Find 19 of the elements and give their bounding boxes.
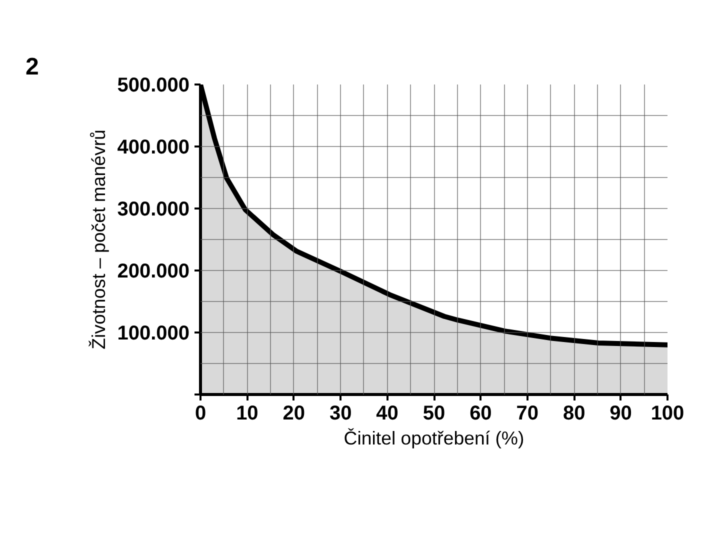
- y-tick-label: 100.000: [117, 322, 190, 344]
- y-tick-label: 200.000: [117, 260, 190, 282]
- x-tick-label: 0: [194, 402, 206, 424]
- x-tick-label: 20: [282, 402, 306, 424]
- x-axis-title: Činitel opotřebení (%): [344, 428, 524, 448]
- x-tick-label: 10: [236, 402, 258, 424]
- y-axis-title: Životnost – počet manévrů: [88, 130, 110, 350]
- y-tick-label: 500.000: [117, 74, 190, 96]
- x-tick-label: 30: [329, 402, 352, 424]
- x-tick-label: 50: [422, 402, 446, 424]
- x-tick-label: 60: [470, 402, 492, 424]
- x-tick-label: 40: [376, 402, 398, 424]
- y-tick-label: 300.000: [117, 198, 190, 220]
- y-tick-label: 400.000: [117, 136, 190, 158]
- text: 2: [26, 54, 39, 80]
- x-tick-label: 80: [562, 402, 586, 424]
- x-tick-label: 90: [610, 402, 632, 424]
- x-tick-label: 100: [650, 402, 684, 424]
- x-tick-label: 70: [516, 402, 539, 424]
